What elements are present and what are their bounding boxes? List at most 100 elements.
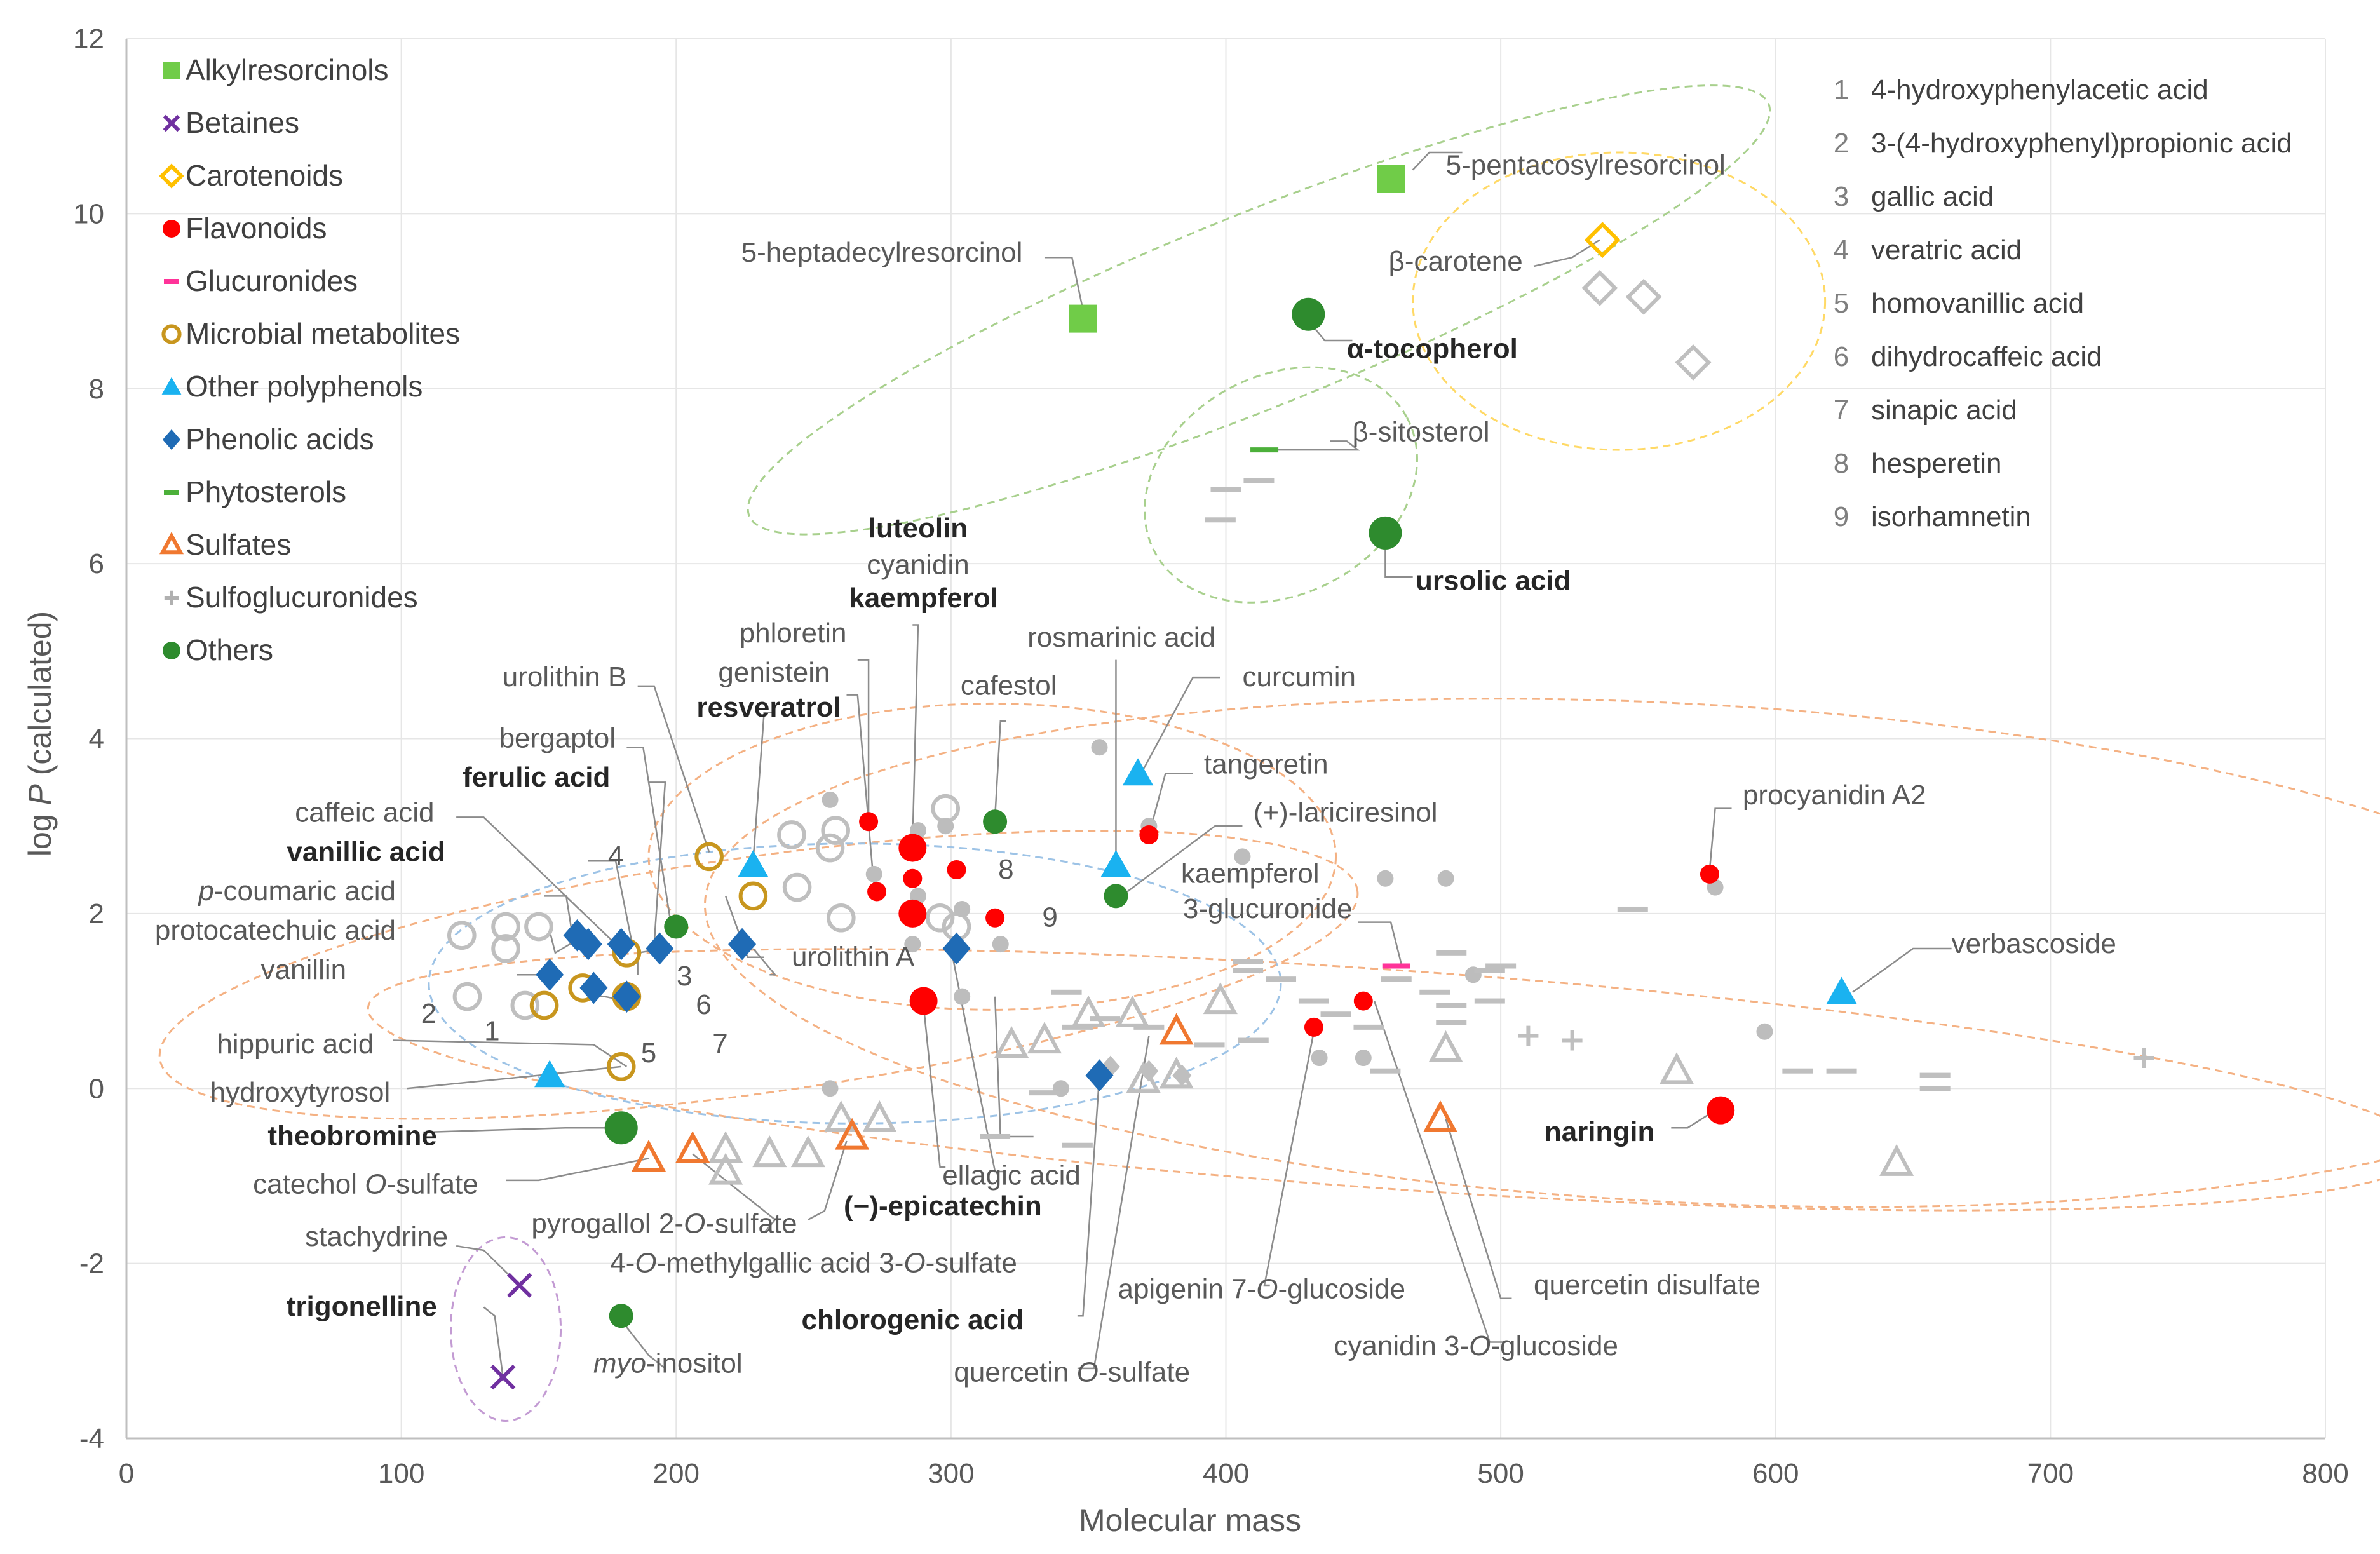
label-part: genistein [718, 657, 830, 688]
background-dot [822, 791, 839, 808]
legend-entry: Flavonoids [186, 212, 327, 245]
y-tick-label: 6 [89, 548, 104, 579]
label-part: 8 [998, 854, 1013, 885]
legend-entry: Other polyphenols [186, 370, 423, 403]
y-tick-label: 4 [89, 724, 104, 755]
background-dash [1436, 1020, 1467, 1025]
leader-lines [393, 151, 1952, 1377]
label-part: quercetin disulfate [1534, 1269, 1761, 1301]
label-part: 5 [641, 1037, 656, 1069]
label-part: cafestol [961, 670, 1057, 701]
key-name: isorhamnetin [1871, 501, 2031, 532]
leader-line [1358, 921, 1403, 966]
background-dash [1474, 968, 1505, 973]
leader-line [1044, 256, 1084, 311]
label-part: vanillic acid [287, 836, 445, 867]
point-sulfates [1423, 1100, 1457, 1133]
point-alkylresorcinols [1377, 165, 1405, 193]
background-dash [1436, 950, 1467, 956]
key-number: 2 [1834, 128, 1849, 159]
point-betaines [490, 1364, 516, 1390]
legend-entry: Phenolic acids [186, 422, 374, 456]
label-catechol-o-sulfate: catechol O-sulfate [253, 1168, 478, 1199]
label-part: ellagic acid [942, 1160, 1081, 1191]
label-part: kaempferol [849, 583, 998, 614]
background-dash [1133, 1024, 1165, 1030]
y-tick-label: 10 [73, 198, 104, 229]
leader-line [1384, 546, 1413, 578]
label-part: 1 [484, 1016, 499, 1047]
legend-entry: Sulfoglucuronides [186, 581, 418, 614]
background-dot [904, 936, 921, 953]
label-part: caffeic acid [295, 797, 434, 828]
point-phenolic-acids [728, 928, 757, 961]
label-part: -coumaric acid [214, 875, 396, 907]
label-pyrogallol-2-o-sulfate: pyrogallol 2-O-sulfate [531, 1208, 797, 1239]
label-part: ursolic acid [1416, 565, 1571, 596]
label-part: O [635, 1247, 656, 1278]
legend-marker [163, 62, 180, 79]
label-part: -sulfate [386, 1168, 478, 1199]
leader-line [456, 1245, 520, 1286]
leader-line [923, 1005, 946, 1168]
label-part: tangeretin [1204, 749, 1329, 780]
point-other-polyphenols [1826, 976, 1857, 1004]
label-luteolin: luteolin [869, 513, 968, 544]
label-part: 6 [696, 989, 711, 1020]
point-other-polyphenols [1100, 849, 1132, 877]
number-label-5: 5 [641, 1037, 656, 1069]
point-phenolic-acids [536, 958, 564, 991]
label-kaempferol-glucuronide-1: kaempferol [1181, 858, 1320, 889]
background-dash [1419, 989, 1450, 995]
legend-marker [164, 279, 179, 284]
background-open-diamond [1625, 278, 1662, 315]
background-dash [1233, 968, 1264, 973]
cluster-ellipse [1144, 366, 1418, 604]
leader-line [857, 659, 870, 818]
leader-line [648, 781, 666, 945]
key-name: 4-hydroxyphenylacetic acid [1871, 74, 2208, 105]
background-open-circle [821, 816, 850, 845]
label-naringin: naringin [1545, 1116, 1655, 1147]
label-cyanidin: cyanidin [867, 550, 969, 581]
leader-line [950, 948, 1006, 1173]
label-curcumin: curcumin [1242, 661, 1356, 693]
leader-line [692, 1153, 776, 1234]
background-open-circle [491, 912, 520, 942]
label-part: curcumin [1242, 661, 1356, 693]
key-name: sinapic acid [1871, 395, 2017, 426]
label-bergaptol: bergaptol [499, 722, 616, 753]
label-methylgallic-sulfate: 4-O-methylgallic acid 3-O-sulfate [610, 1247, 1017, 1278]
background-dot [1234, 848, 1251, 865]
x-tick-label: 200 [653, 1458, 700, 1489]
label-quercetin-disulfate: quercetin disulfate [1534, 1269, 1761, 1301]
leader-line [620, 1320, 666, 1369]
point-others [609, 1304, 633, 1328]
cluster-ellipse [747, 84, 1771, 536]
label-part: p [197, 875, 213, 907]
background-dash [1233, 959, 1264, 964]
leader-line [1077, 1036, 1150, 1370]
label-lariciresinol: (+)-lariciresinol [1254, 797, 1438, 828]
label-procyanidin-a2: procyanidin A2 [1743, 780, 1926, 811]
point-sulfates [631, 1139, 666, 1172]
leader-line [724, 895, 764, 958]
label-myo-inositol: myo-inositol [593, 1348, 743, 1379]
label-part: kaempferol [1181, 858, 1320, 889]
leader-line [483, 1306, 504, 1377]
y-tick-label: -2 [79, 1248, 104, 1280]
label-part: O [684, 1208, 705, 1239]
y-tick-label: 0 [89, 1073, 104, 1104]
leader-line [637, 685, 710, 853]
point-phenolic-acids [942, 932, 971, 965]
label-kaempferol-glucuronide-2: 3-glucuronide [1183, 893, 1353, 924]
point-others [664, 914, 689, 939]
legend: Alkylresorcinols Betaines Carotenoids Flavo… [159, 53, 460, 666]
key-name: hesperetin [1871, 448, 2001, 479]
background-open-circle [925, 903, 955, 933]
legend-entry: Alkylresorcinols [186, 53, 389, 86]
label-part: 4 [608, 841, 623, 872]
label-part: -sulfate [705, 1208, 797, 1239]
label-part: (−)-epicatechin [844, 1191, 1042, 1222]
